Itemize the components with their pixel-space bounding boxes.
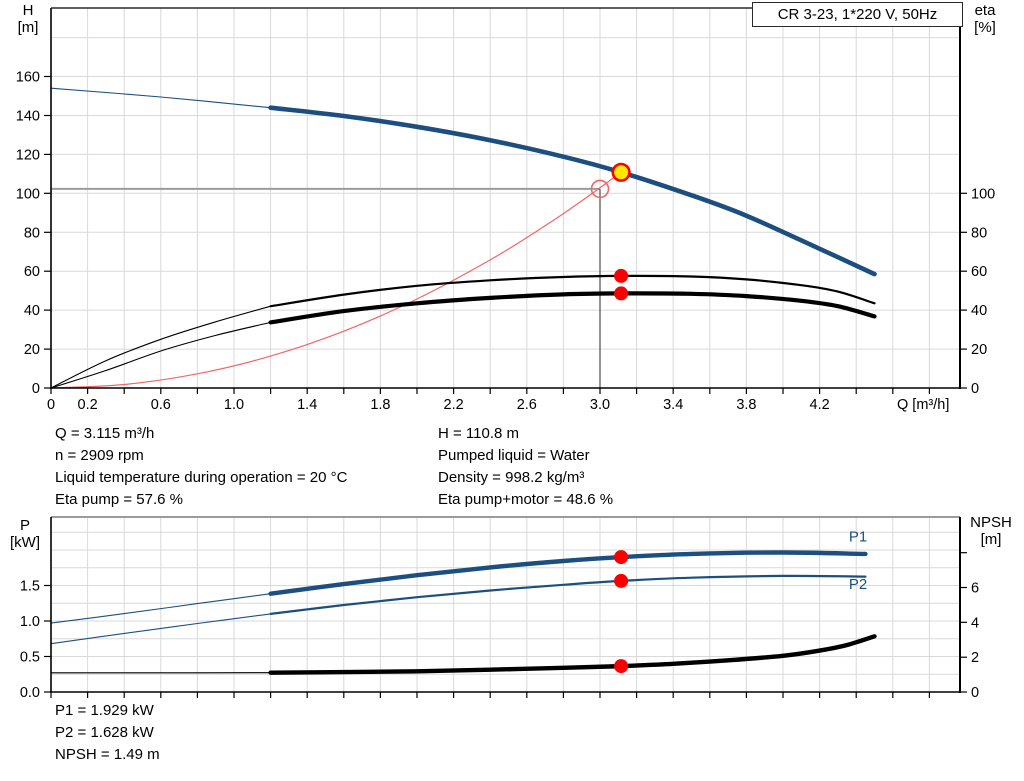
svg-text:0.6: 0.6 bbox=[151, 397, 171, 413]
svg-text:60: 60 bbox=[24, 264, 40, 280]
svg-text:0: 0 bbox=[971, 685, 979, 701]
operating-point-dot bbox=[614, 550, 629, 565]
flow-axis-label: Q [m³/h] bbox=[897, 397, 950, 413]
series-head-curve bbox=[50, 87, 877, 277]
info-head: H = 110.8 m bbox=[438, 425, 520, 442]
svg-text:0: 0 bbox=[47, 397, 55, 413]
pump-title-box: CR 3-23, 1*220 V, 50Hz bbox=[752, 2, 963, 27]
tick-labels-qh-chart: 0 0.2 0.6 1.0 1.4 1.8 2.2 2.6 3.0 3.4 3.8 4.2 0 20 40 6… bbox=[16, 70, 995, 414]
svg-text:0.5: 0.5 bbox=[20, 650, 40, 666]
eta-axis-label: eta [%] bbox=[974, 2, 996, 36]
svg-text:60: 60 bbox=[971, 264, 987, 280]
operating-point-dot bbox=[614, 659, 629, 674]
frame-power-chart bbox=[50, 516, 961, 693]
duty-point-marker[interactable] bbox=[611, 162, 631, 182]
duty-guides-qh-chart bbox=[51, 187, 601, 388]
info-liquid-temp: Liquid temperature during operation = 20… bbox=[55, 469, 348, 486]
pump-title-text: CR 3-23, 1*220 V, 50Hz bbox=[777, 6, 938, 23]
svg-text:100: 100 bbox=[971, 186, 995, 202]
svg-text:4.2: 4.2 bbox=[810, 397, 830, 413]
svg-text:0.2: 0.2 bbox=[78, 397, 98, 413]
series-label-p2-curve: P2 bbox=[849, 576, 867, 593]
svg-text:1.0: 1.0 bbox=[224, 397, 244, 413]
svg-text:40: 40 bbox=[24, 303, 40, 319]
svg-text:80: 80 bbox=[971, 225, 987, 241]
series-p2-curve: P2 bbox=[50, 574, 867, 645]
npsh-axis-label: NPSH [m] bbox=[970, 514, 1012, 548]
duty-info-right: H = 110.8 m Pumped liquid = Water Densit… bbox=[438, 423, 613, 511]
svg-text:3.8: 3.8 bbox=[736, 397, 756, 413]
info-q: Q = 3.115 m³/h bbox=[55, 425, 155, 442]
svg-text:2: 2 bbox=[971, 650, 979, 666]
svg-text:1.5: 1.5 bbox=[20, 579, 40, 595]
svg-text:4: 4 bbox=[971, 615, 979, 631]
svg-text:1.4: 1.4 bbox=[297, 397, 317, 413]
frame-qh-chart bbox=[50, 7, 961, 389]
power-info-block: P1 = 1.929 kW P2 = 1.628 kW NPSH = 1.49 … bbox=[55, 700, 160, 766]
svg-text:120: 120 bbox=[16, 147, 40, 163]
svg-text:140: 140 bbox=[16, 109, 40, 125]
svg-text:20: 20 bbox=[971, 342, 987, 358]
operating-point-dot bbox=[614, 268, 629, 283]
svg-text:20: 20 bbox=[24, 342, 40, 358]
svg-text:2.2: 2.2 bbox=[444, 397, 464, 413]
info-eta-pump-motor: Eta pump+motor = 48.6 % bbox=[438, 491, 614, 508]
operating-point-dot bbox=[614, 573, 629, 588]
svg-text:0: 0 bbox=[971, 381, 979, 397]
series-label-p1-curve: P1 bbox=[849, 529, 867, 546]
svg-text:2.6: 2.6 bbox=[517, 397, 537, 413]
svg-text:1.8: 1.8 bbox=[370, 397, 390, 413]
info-pumped-liquid: Pumped liquid = Water bbox=[438, 447, 590, 464]
duty-info-left: Q = 3.115 m³/h n = 2909 rpm Liquid tempe… bbox=[55, 423, 347, 511]
series-p1-curve: P1 bbox=[50, 529, 868, 624]
svg-text:100: 100 bbox=[16, 186, 40, 202]
svg-text:80: 80 bbox=[24, 225, 40, 241]
svg-text:3.4: 3.4 bbox=[663, 397, 683, 413]
head-axis-label: H [m] bbox=[17, 2, 39, 36]
info-eta-pump: Eta pump = 57.6 % bbox=[55, 491, 183, 508]
info-npsh: NPSH = 1.49 m bbox=[55, 746, 160, 763]
ticks-power-chart bbox=[44, 552, 967, 698]
tick-labels-power-chart: 0.0 0.5 1.0 1.5 0 2 4 6 bbox=[20, 579, 979, 702]
ticks-qh-chart bbox=[44, 75, 967, 394]
info-p1: P1 = 1.929 kW bbox=[55, 702, 154, 719]
svg-text:0: 0 bbox=[32, 381, 40, 397]
svg-text:40: 40 bbox=[971, 303, 987, 319]
requested-duty-marker bbox=[590, 179, 610, 199]
info-p2: P2 = 1.628 kW bbox=[55, 724, 154, 741]
series-eta-pump bbox=[50, 274, 876, 389]
svg-text:160: 160 bbox=[16, 70, 40, 86]
series-npsh-curve bbox=[51, 634, 877, 675]
info-density: Density = 998.2 kg/m³ bbox=[438, 469, 585, 486]
series-eta-pump-motor bbox=[50, 291, 877, 389]
svg-text:0.0: 0.0 bbox=[20, 685, 40, 701]
grid-qh-chart bbox=[51, 8, 960, 388]
info-speed: n = 2909 rpm bbox=[55, 447, 144, 464]
series-system-curve bbox=[50, 171, 622, 389]
operating-point-dot bbox=[614, 286, 629, 301]
svg-text:3.0: 3.0 bbox=[590, 397, 610, 413]
svg-text:6: 6 bbox=[971, 581, 979, 597]
svg-text:1.0: 1.0 bbox=[20, 614, 40, 630]
power-axis-label: P [kW] bbox=[10, 517, 40, 551]
